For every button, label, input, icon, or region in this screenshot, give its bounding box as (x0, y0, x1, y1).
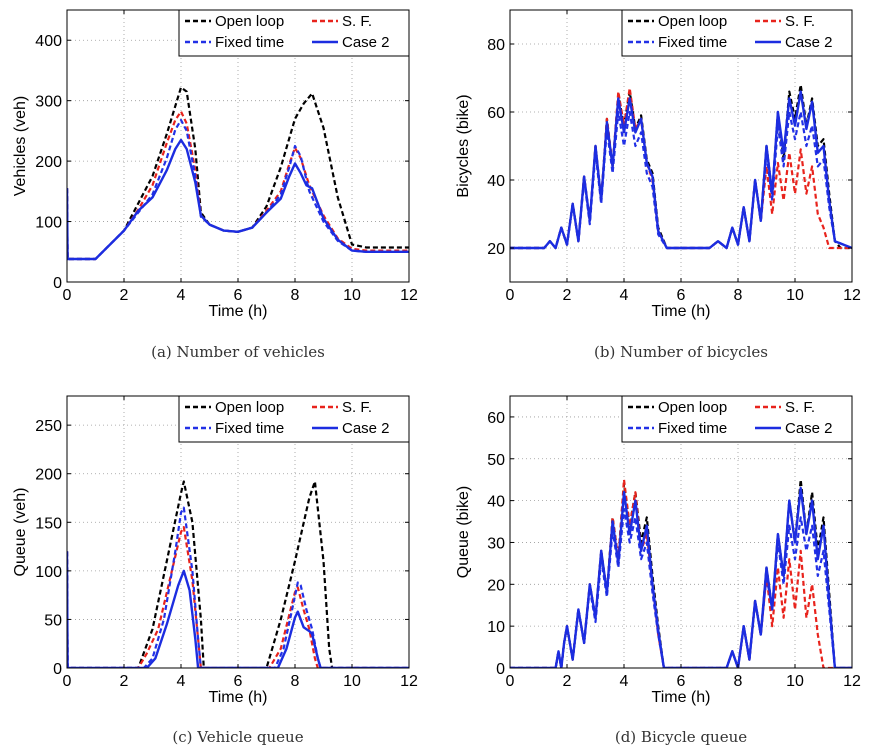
y-tick-label: 40 (487, 173, 505, 190)
x-axis-label: Time (h) (652, 689, 711, 706)
x-tick-label: 12 (400, 287, 418, 304)
series-line-case-2 (67, 551, 409, 668)
legend-label: S. F. (342, 13, 372, 30)
x-tick-label: 4 (620, 287, 629, 304)
x-tick-label: 12 (843, 673, 861, 690)
legend-label: Open loop (215, 399, 284, 416)
series-line-s-f- (510, 478, 852, 668)
series-line-open-loop (67, 86, 409, 261)
x-tick-label: 8 (291, 287, 300, 304)
legend-box (178, 9, 410, 57)
y-tick-label: 40 (487, 494, 505, 511)
legend-label: S. F. (785, 399, 815, 416)
y-tick-label: 250 (35, 418, 62, 435)
panel-vehicles: 0 2 4 6 8 10 12 0 100 200 300 400 Time (h) Vehicles (… (12, 9, 418, 361)
legend-label: Open loop (215, 13, 284, 30)
y-tick-label: 20 (487, 241, 505, 258)
legend-box (621, 395, 853, 443)
x-tick-label: 4 (177, 287, 186, 304)
x-tick-label: 0 (63, 673, 72, 690)
series-line-open-loop (510, 478, 852, 668)
x-tick-label: 4 (620, 673, 629, 690)
series-line-open-loop (67, 480, 409, 668)
legend-label: Fixed time (215, 34, 284, 51)
x-tick-label: 0 (506, 673, 515, 690)
panel-caption: (a) Number of vehicles (151, 343, 325, 361)
legend-box (621, 9, 853, 57)
y-axis-label: Queue (bike) (455, 486, 472, 579)
x-tick-label: 2 (563, 673, 572, 690)
legend-label: Open loop (658, 399, 727, 416)
legend-label: S. F. (342, 399, 372, 416)
x-tick-label: 12 (400, 673, 418, 690)
y-tick-label: 50 (44, 612, 62, 629)
y-tick-label: 200 (35, 154, 62, 171)
x-tick-label: 6 (677, 287, 686, 304)
x-tick-label: 2 (120, 673, 129, 690)
x-tick-label: 10 (786, 287, 804, 304)
y-axis-label: Queue (veh) (12, 488, 29, 577)
x-axis-label: Time (h) (209, 303, 268, 320)
legend-box (178, 395, 410, 443)
x-axis-label: Time (h) (209, 689, 268, 706)
y-tick-label: 400 (35, 33, 62, 50)
y-tick-label: 50 (487, 452, 505, 469)
y-tick-label: 200 (35, 467, 62, 484)
x-tick-label: 6 (234, 673, 243, 690)
x-tick-label: 4 (177, 673, 186, 690)
x-tick-label: 0 (506, 287, 515, 304)
legend-label: Case 2 (342, 420, 390, 437)
series-line-case-2 (510, 90, 852, 250)
x-tick-label: 10 (786, 673, 804, 690)
y-tick-label: 60 (487, 105, 505, 122)
x-tick-label: 8 (734, 673, 743, 690)
y-tick-label: 0 (496, 661, 505, 678)
panel-caption: (c) Vehicle queue (172, 728, 303, 746)
y-tick-label: 300 (35, 94, 62, 111)
legend-label: Case 2 (785, 420, 833, 437)
y-tick-label: 60 (487, 410, 505, 427)
x-tick-label: 2 (563, 287, 572, 304)
y-tick-label: 0 (53, 275, 62, 292)
y-tick-label: 20 (487, 577, 505, 594)
y-tick-label: 0 (53, 661, 62, 678)
y-tick-label: 150 (35, 515, 62, 532)
x-tick-label: 0 (63, 287, 72, 304)
legend-label: Fixed time (658, 34, 727, 51)
y-tick-label: 100 (35, 215, 62, 232)
x-tick-label: 12 (843, 287, 861, 304)
panel-caption: (d) Bicycle queue (615, 728, 747, 746)
legend-label: Case 2 (785, 34, 833, 51)
y-axis-label: Bicycles (bike) (455, 94, 472, 197)
x-tick-label: 6 (677, 673, 686, 690)
legend-label: S. F. (785, 13, 815, 30)
legend-label: Fixed time (215, 420, 284, 437)
y-axis-label: Vehicles (veh) (12, 96, 29, 197)
series-line-case-2 (510, 486, 852, 668)
y-tick-label: 30 (487, 535, 505, 552)
x-tick-label: 2 (120, 287, 129, 304)
panel-vehicle-queue: 0 2 4 6 8 10 12 0 50 100 150 200 250 Time (h) Queue (v… (12, 395, 418, 746)
series-line-fixed-time (67, 506, 409, 668)
legend-label: Case 2 (342, 34, 390, 51)
legend-label: Open loop (658, 13, 727, 30)
series-line-case-2 (67, 138, 409, 261)
y-tick-label: 10 (487, 619, 505, 636)
y-tick-label: 80 (487, 37, 505, 54)
y-tick-label: 100 (35, 564, 62, 581)
x-axis-label: Time (h) (652, 303, 711, 320)
series-line-s-f- (510, 87, 852, 250)
panel-bicycle-queue: 0 2 4 6 8 10 12 0 10 20 30 40 50 60 Time (h) Queue (bik… (455, 395, 861, 746)
panel-caption: (b) Number of bicycles (594, 343, 768, 361)
x-tick-label: 8 (734, 287, 743, 304)
x-tick-label: 6 (234, 287, 243, 304)
x-tick-label: 10 (343, 287, 361, 304)
x-tick-label: 8 (291, 673, 300, 690)
panel-bicycles: 0 2 4 6 8 10 12 20 40 60 80 Time (h) Bicycles (bike)… (455, 9, 861, 361)
x-tick-label: 10 (343, 673, 361, 690)
legend-label: Fixed time (658, 420, 727, 437)
